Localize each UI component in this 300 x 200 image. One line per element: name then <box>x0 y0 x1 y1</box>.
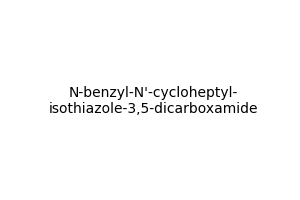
Text: N-benzyl-N'-cycloheptyl-
isothiazole-3,5-dicarboxamide: N-benzyl-N'-cycloheptyl- isothiazole-3,5… <box>49 86 259 116</box>
